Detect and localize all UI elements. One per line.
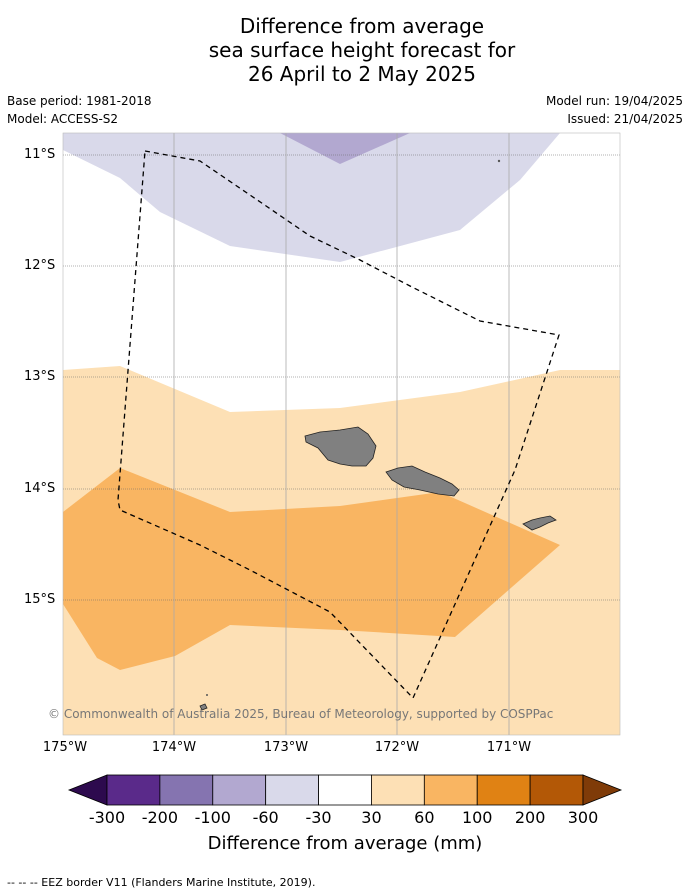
lon-label-175w: 175°W [42, 740, 88, 755]
copyright-text: © Commonwealth of Australia 2025, Bureau… [48, 707, 554, 721]
lon-label-173w: 173°W [263, 740, 309, 755]
colorbar-tick-label: -30 [305, 808, 332, 827]
colorbar-segment-7 [476, 774, 531, 806]
colorbar-segment-5 [371, 774, 425, 806]
title-line-3: 26 April to 2 May 2025 [248, 62, 476, 86]
small-islet-3 [206, 694, 208, 696]
lat-label-12s: 12°S [24, 258, 56, 273]
base-period-text: Base period: 1981-2018 [7, 94, 152, 108]
eez-legend-note: -- -- -- EEZ border V11 (Flanders Marine… [7, 876, 316, 889]
model-text: Model: ACCESS-S2 [7, 112, 119, 126]
forecast-map [62, 132, 621, 736]
model-run-text: Model run: 19/04/2025 [545, 94, 683, 108]
colorbar-tick-label: 60 [414, 808, 435, 827]
lon-label-172w: 172°W [374, 740, 420, 755]
colorbar-extend-low [67, 774, 108, 806]
colorbar-tick-label: 30 [361, 808, 382, 827]
map-frame [62, 132, 621, 736]
lat-label-11s: 11°S [24, 147, 56, 162]
issued-text: Issued: 21/04/2025 [567, 112, 683, 126]
colorbar-segment-3 [265, 774, 319, 806]
colorbar-tick-label: -200 [141, 808, 179, 827]
latitude-gridlines [63, 154, 620, 601]
colorbar-segment-0 [106, 774, 161, 806]
lat-label-13s: 13°S [24, 369, 56, 384]
colorbar-label: Difference from average (mm) [207, 833, 483, 854]
savaii-island [304, 426, 377, 467]
lon-label-174w: 174°W [151, 740, 197, 755]
colorbar-segment-8 [529, 774, 584, 806]
upolu-island [385, 465, 460, 497]
anomaly-region-60-100 [63, 468, 560, 670]
colorbar-segment-6 [423, 774, 478, 806]
anomaly-region-minus30-60 [63, 133, 560, 262]
colorbar-tick-label: -300 [88, 808, 126, 827]
longitude-gridlines [173, 133, 510, 735]
title-line-2: sea surface height forecast for [208, 38, 516, 62]
colorbar-tick-label: -60 [252, 808, 279, 827]
title-line-1: Difference from average [239, 14, 485, 38]
colorbar-tick-label: 100 [461, 808, 493, 827]
colorbar-tick-label: 200 [514, 808, 546, 827]
colorbar-tick-label: 300 [567, 808, 599, 827]
colorbar-extend-high [582, 774, 623, 806]
lat-label-15s: 15°S [24, 592, 56, 607]
colorbar-tick-label: -100 [194, 808, 231, 827]
colorbar-segments [67, 774, 623, 806]
small-islet-2 [497, 159, 501, 163]
anomaly-region-minus60-100 [280, 133, 410, 164]
lat-label-14s: 14°S [24, 481, 56, 496]
colorbar-segment-1 [159, 774, 214, 806]
colorbar-segment-2 [212, 774, 267, 806]
map-title: Difference from average sea surface heig… [0, 14, 690, 86]
lon-label-171w: 171°W [486, 740, 532, 755]
small-islet-1 [199, 703, 208, 711]
colorbar-segment-4 [318, 774, 372, 806]
tutuila-island [522, 515, 557, 531]
